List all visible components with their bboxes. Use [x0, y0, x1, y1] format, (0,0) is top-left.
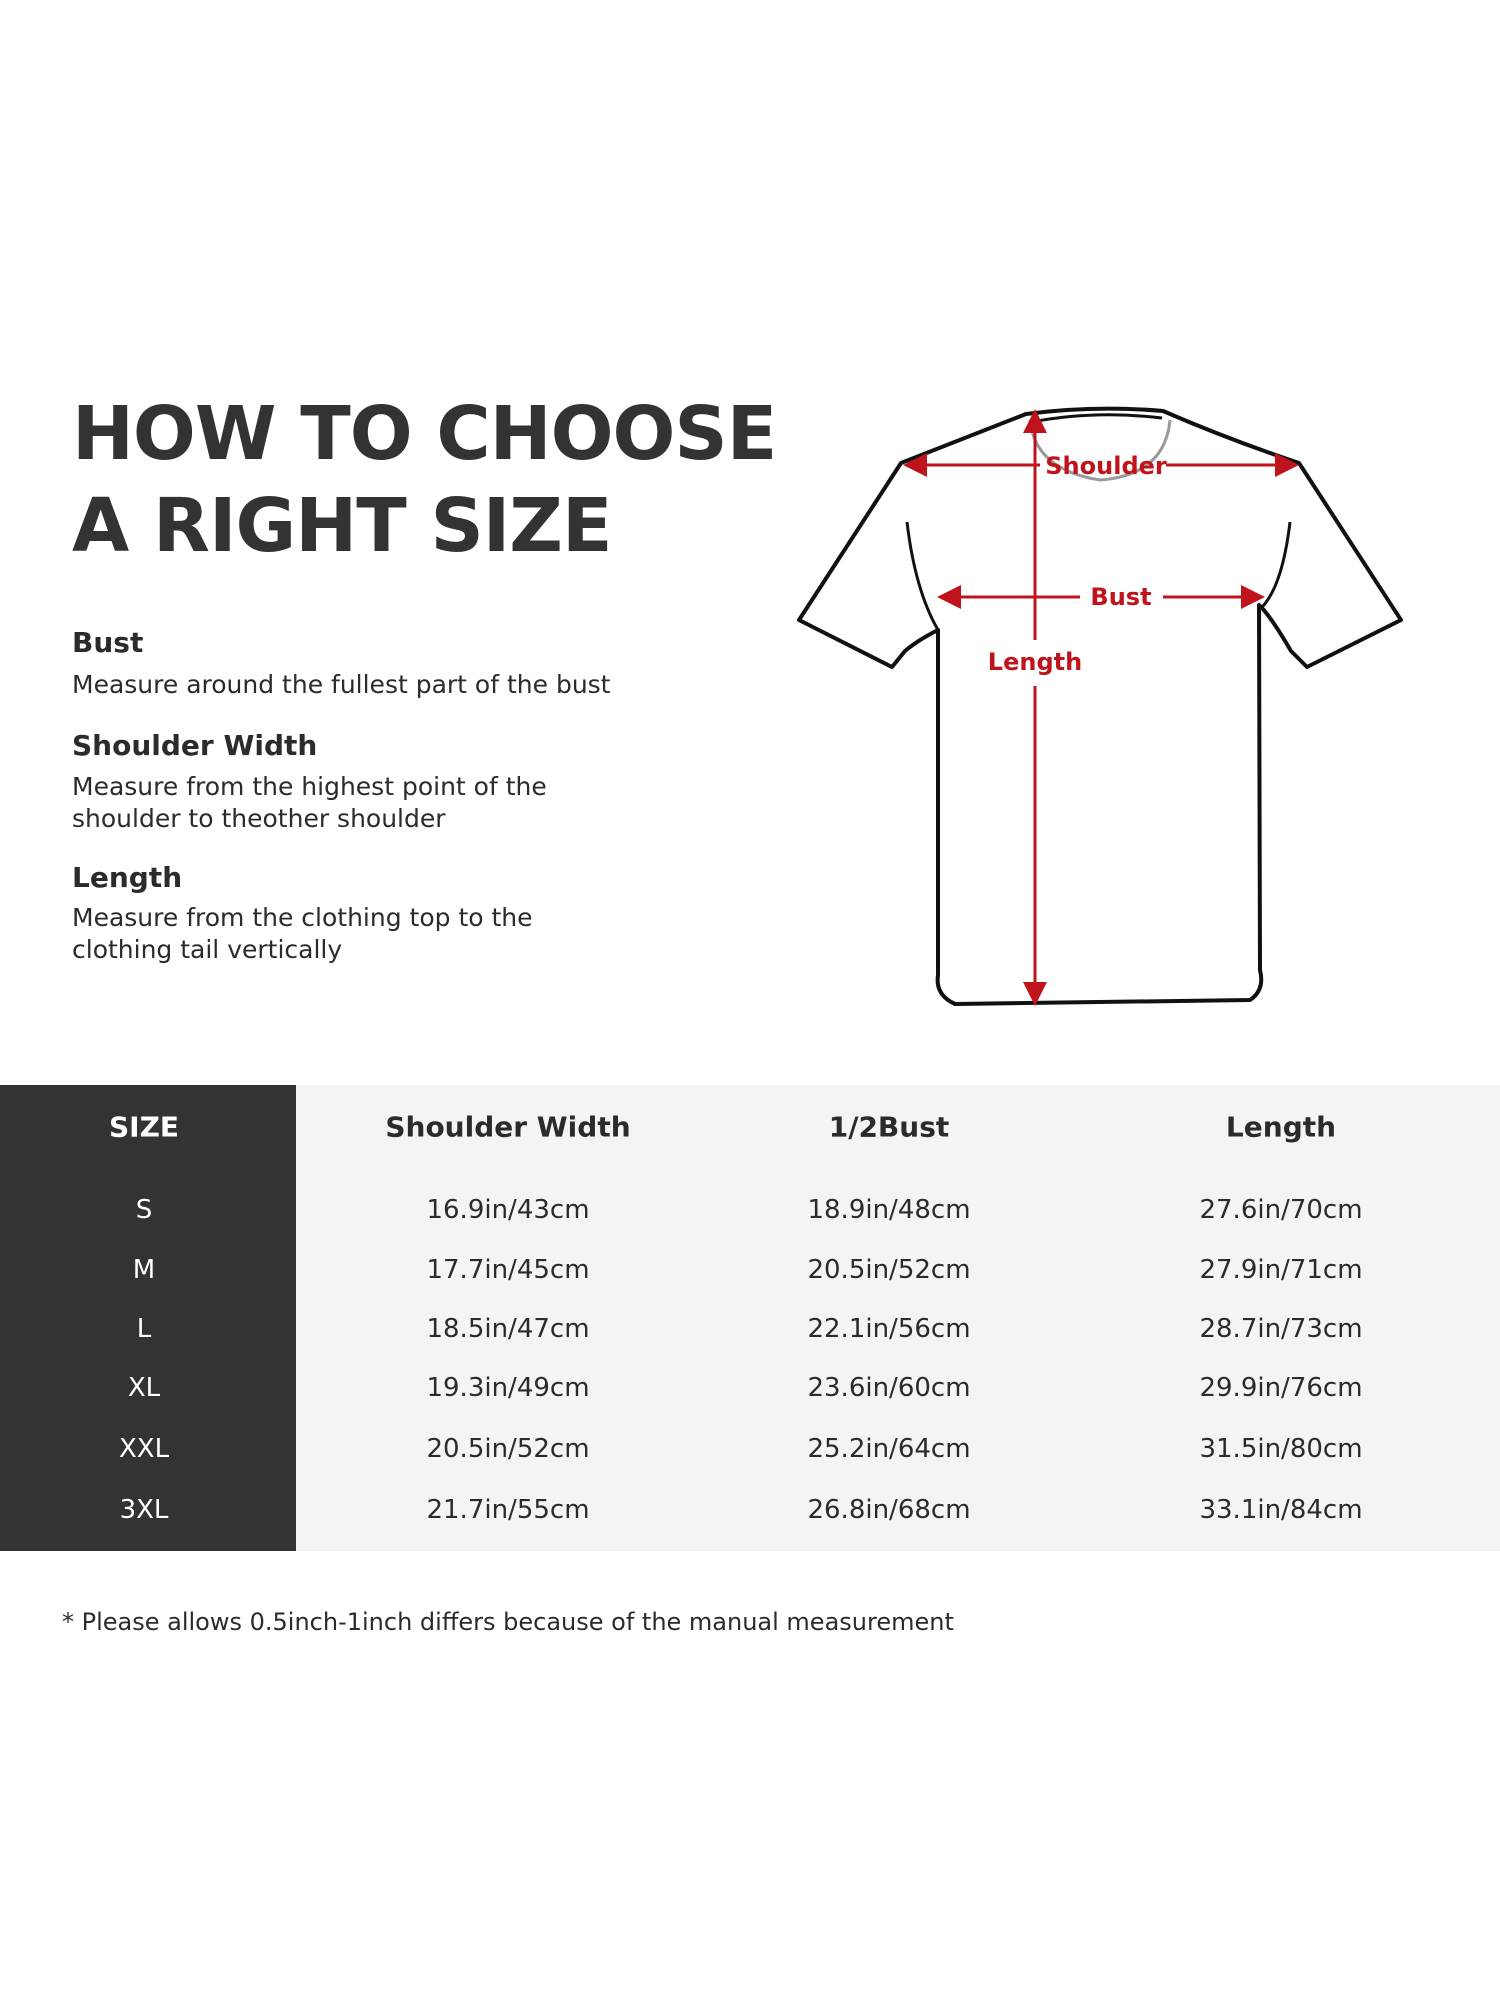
table-cell: 26.8in/68cm — [807, 1495, 971, 1525]
size-column-bg — [0, 1085, 296, 1551]
table-cell: 19.3in/49cm — [426, 1373, 590, 1403]
guide-heading-length: Length — [72, 861, 183, 894]
length-label: Length — [988, 648, 1082, 676]
table-cell: 18.5in/47cm — [426, 1314, 590, 1344]
size-cell: XXL — [118, 1434, 170, 1464]
table-cell: 25.2in/64cm — [807, 1434, 971, 1464]
tshirt-collar — [1028, 419, 1172, 482]
guide-desc-line: Measure from the highest point of the — [72, 772, 547, 801]
left-arm-seam — [905, 521, 940, 631]
table-cell: 23.6in/60cm — [807, 1373, 971, 1403]
size-cell: 3XL — [119, 1495, 169, 1525]
table-cell: 27.6in/70cm — [1199, 1195, 1363, 1225]
table-cell: 22.1in/56cm — [807, 1314, 971, 1344]
column-header: Length — [1225, 1110, 1337, 1144]
guide-heading-shoulder: Shoulder Width — [72, 729, 318, 762]
guide-heading-bust: Bust — [72, 626, 144, 659]
table-cell: 17.7in/45cm — [426, 1255, 590, 1285]
title-line-1: HOW TO CHOOSE — [72, 391, 777, 477]
guide-desc-line: Measure from the clothing top to the — [72, 903, 533, 932]
guide-desc-length: Measure from the clothing top to the clo… — [72, 902, 672, 966]
bust-label: Bust — [1090, 583, 1151, 611]
table-cell: 28.7in/73cm — [1199, 1314, 1363, 1344]
column-header: 1/2Bust — [828, 1110, 950, 1144]
size-table: SIZE Shoulder Width 1/2Bust Length S 16.9in/4… — [0, 1085, 1500, 1551]
column-header: Shoulder Width — [385, 1110, 631, 1144]
table-cell: 20.5in/52cm — [807, 1255, 971, 1285]
shoulder-label: Shoulder — [1045, 452, 1167, 480]
table-cell: 21.7in/55cm — [426, 1495, 590, 1525]
table-cell: 18.9in/48cm — [807, 1195, 971, 1225]
size-cell: L — [136, 1314, 152, 1344]
column-header: SIZE — [108, 1110, 180, 1144]
table-cell: 27.9in/71cm — [1199, 1255, 1363, 1285]
guide-desc-shoulder: Measure from the highest point of the sh… — [72, 771, 672, 835]
guide-desc-line: Measure around the fullest part of the b… — [72, 670, 611, 699]
table-cell: 31.5in/80cm — [1199, 1434, 1363, 1464]
title-line-2: A RIGHT SIZE — [72, 483, 613, 569]
table-cell: 20.5in/52cm — [426, 1434, 590, 1464]
guide-desc-line: clothing tail vertically — [72, 935, 343, 964]
size-cell: XL — [127, 1373, 161, 1403]
table-cell: 16.9in/43cm — [426, 1195, 590, 1225]
page-title: HOW TO CHOOSE A RIGHT SIZE — [72, 388, 777, 572]
tshirt-diagram: Shoulder Bust Length — [797, 406, 1403, 1006]
guide-desc-line: shoulder to theother shoulder — [72, 804, 446, 833]
guide-desc-bust: Measure around the fullest part of the b… — [72, 669, 672, 701]
size-cell: S — [135, 1195, 153, 1225]
tshirt-outline — [797, 406, 1403, 1006]
footnote: * Please allows 0.5inch-1inch differs be… — [62, 1608, 954, 1636]
table-cell: 33.1in/84cm — [1199, 1495, 1363, 1525]
table-cell: 29.9in/76cm — [1199, 1373, 1363, 1403]
size-cell: M — [132, 1255, 156, 1285]
